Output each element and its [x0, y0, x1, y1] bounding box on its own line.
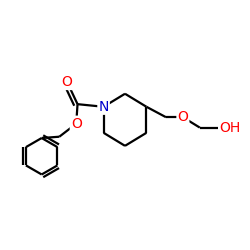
Text: O: O	[178, 110, 188, 124]
Text: N: N	[98, 100, 109, 114]
Text: OH: OH	[219, 120, 240, 134]
Text: O: O	[71, 117, 82, 131]
Text: O: O	[62, 75, 72, 89]
